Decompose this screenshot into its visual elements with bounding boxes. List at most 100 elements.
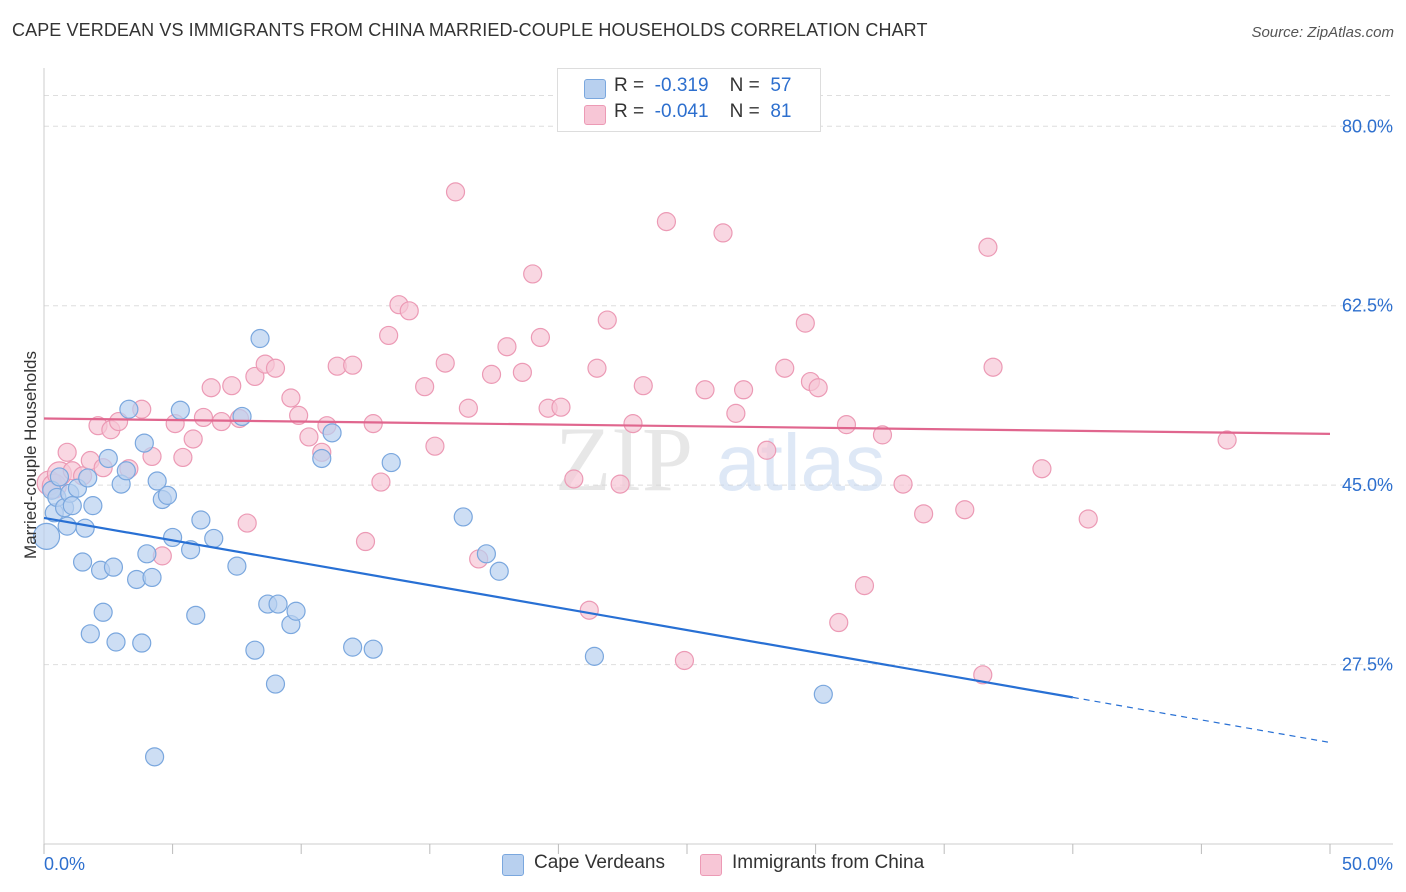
point-china — [371, 472, 391, 492]
legend-r-label: R = — [614, 101, 645, 122]
trend-lines — [43, 417, 1331, 744]
point-china — [808, 378, 828, 398]
source-label: Source: ZipAtlas.com — [1251, 24, 1394, 41]
point-capeverdean — [78, 468, 98, 488]
point-china — [564, 469, 584, 489]
point-china — [551, 397, 571, 417]
axes — [43, 68, 1393, 854]
point-capeverdean — [584, 646, 605, 666]
point-china — [973, 665, 993, 685]
point-capeverdean — [170, 400, 190, 420]
point-capeverdean — [186, 605, 206, 625]
point-china — [281, 388, 301, 408]
point-china — [415, 377, 435, 397]
point-capeverdean — [476, 544, 496, 564]
point-china — [425, 436, 445, 456]
point-china — [399, 301, 419, 321]
series-china-points — [36, 182, 1237, 685]
y-tick-label: 45.0% — [1342, 475, 1393, 495]
y-axis-label: Married-couple Households — [21, 351, 40, 559]
point-china — [623, 414, 643, 434]
point-capeverdean — [813, 684, 833, 704]
point-china — [57, 442, 77, 462]
point-china — [512, 362, 532, 382]
y-tick-label: 27.5% — [1342, 655, 1393, 675]
point-capeverdean — [163, 527, 183, 548]
point-china — [674, 650, 695, 671]
point-china — [530, 327, 550, 348]
legend-swatch-pink — [584, 105, 606, 125]
y-tick-label: 80.0% — [1342, 116, 1393, 136]
point-china — [289, 405, 309, 426]
point-capeverdean — [103, 557, 124, 577]
point-china — [914, 504, 934, 524]
point-capeverdean — [232, 406, 252, 427]
point-china — [173, 447, 193, 468]
y-tick-labels: 80.0% 62.5% 45.0% 27.5% — [1342, 116, 1393, 674]
point-capeverdean — [49, 467, 70, 487]
point-china — [193, 407, 214, 428]
point-china — [363, 414, 383, 434]
point-capeverdean — [312, 448, 332, 469]
trend-line-china — [43, 417, 1331, 435]
point-china — [872, 425, 893, 445]
point-china — [836, 415, 857, 435]
point-capeverdean — [268, 594, 288, 614]
legend-n-value: 57 — [770, 75, 792, 96]
point-china — [222, 376, 242, 396]
correlation-legend: R = -0.319 N = 57 R = -0.041 N = 81 — [557, 68, 821, 132]
point-capeverdean — [343, 637, 363, 657]
point-china — [610, 474, 630, 494]
point-capeverdean — [137, 544, 157, 564]
point-china — [201, 378, 221, 398]
legend-swatch-blue — [584, 79, 606, 99]
point-china — [854, 576, 875, 596]
point-china — [435, 353, 455, 373]
point-china — [445, 182, 466, 202]
point-china — [757, 440, 777, 460]
point-china — [343, 355, 363, 375]
point-china — [656, 212, 677, 232]
point-capeverdean — [227, 556, 247, 576]
x-tick-label-right: 50.0% — [1342, 854, 1393, 874]
legend-r-value: -0.041 — [654, 101, 709, 122]
point-china — [795, 313, 815, 333]
point-china — [775, 358, 795, 378]
point-capeverdean — [119, 399, 139, 419]
point-china — [978, 237, 998, 257]
point-capeverdean — [116, 461, 136, 481]
point-capeverdean — [286, 601, 306, 621]
point-capeverdean — [132, 633, 152, 653]
point-china — [733, 380, 754, 400]
point-china — [237, 513, 257, 533]
point-china — [481, 364, 502, 384]
legend-r-value: -0.319 — [654, 75, 709, 96]
point-capeverdean — [72, 552, 93, 572]
point-capeverdean — [80, 624, 100, 644]
x-tick-label-left: 0.0% — [44, 854, 85, 874]
point-capeverdean — [489, 561, 509, 581]
point-china — [183, 429, 203, 449]
point-capeverdean — [106, 632, 126, 652]
watermark-atlas: atlas — [716, 418, 885, 507]
point-capeverdean — [453, 507, 473, 527]
point-china — [355, 531, 376, 552]
point-china — [523, 264, 543, 284]
point-china — [497, 337, 517, 357]
point-capeverdean — [32, 522, 61, 551]
point-capeverdean — [62, 496, 82, 516]
point-capeverdean — [204, 528, 224, 549]
bottom-legend-swatch-blue — [502, 854, 524, 876]
point-china — [829, 612, 849, 633]
point-capeverdean — [93, 602, 113, 622]
point-capeverdean — [134, 433, 154, 453]
point-china — [579, 600, 599, 620]
point-china — [379, 325, 399, 346]
legend-r-label: R = — [614, 75, 645, 96]
point-china — [633, 376, 653, 396]
point-china — [1217, 430, 1237, 450]
point-capeverdean — [265, 674, 286, 694]
legend-n-label: N = — [729, 75, 760, 96]
point-capeverdean — [250, 328, 270, 349]
